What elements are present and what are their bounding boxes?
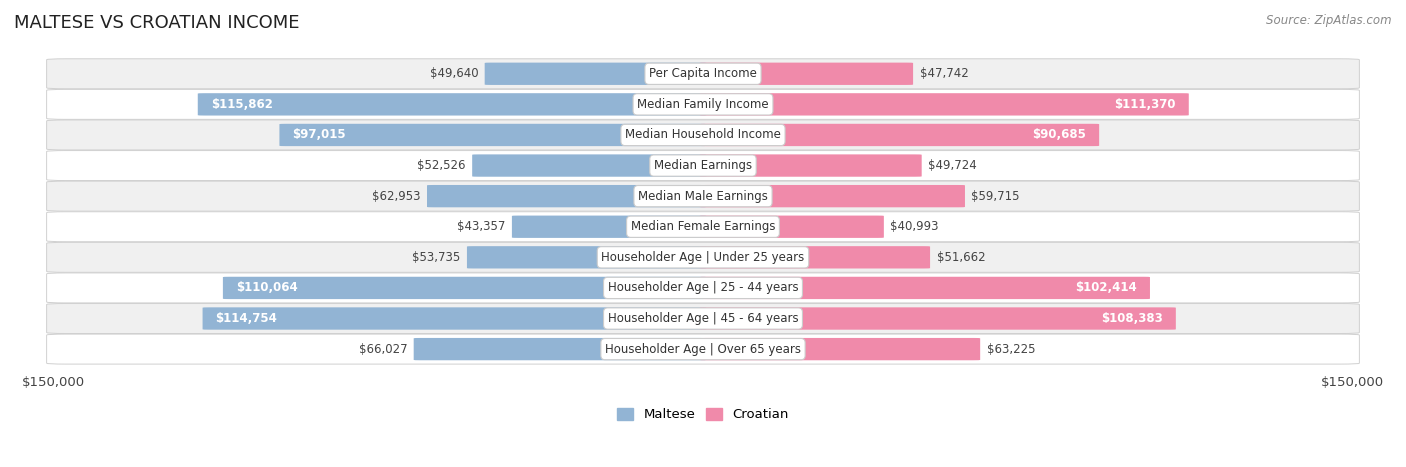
Text: Median Male Earnings: Median Male Earnings	[638, 190, 768, 203]
Text: $53,735: $53,735	[412, 251, 460, 264]
FancyBboxPatch shape	[46, 304, 1360, 333]
FancyBboxPatch shape	[472, 155, 706, 177]
FancyBboxPatch shape	[46, 89, 1360, 120]
FancyBboxPatch shape	[46, 334, 1360, 364]
Text: $108,383: $108,383	[1101, 312, 1163, 325]
Legend: Maltese, Croatian: Maltese, Croatian	[617, 408, 789, 421]
FancyBboxPatch shape	[46, 59, 1360, 89]
Text: Median Female Earnings: Median Female Earnings	[631, 220, 775, 233]
Text: Householder Age | 45 - 64 years: Householder Age | 45 - 64 years	[607, 312, 799, 325]
Text: Householder Age | Over 65 years: Householder Age | Over 65 years	[605, 343, 801, 355]
FancyBboxPatch shape	[485, 63, 706, 85]
Text: $102,414: $102,414	[1076, 282, 1137, 294]
Text: Median Household Income: Median Household Income	[626, 128, 780, 142]
FancyBboxPatch shape	[512, 216, 706, 238]
FancyBboxPatch shape	[700, 185, 965, 207]
Text: $90,685: $90,685	[1032, 128, 1087, 142]
FancyBboxPatch shape	[700, 277, 1150, 299]
FancyBboxPatch shape	[700, 124, 1099, 146]
FancyBboxPatch shape	[224, 277, 706, 299]
FancyBboxPatch shape	[46, 242, 1360, 272]
Text: $49,724: $49,724	[928, 159, 977, 172]
FancyBboxPatch shape	[700, 93, 1188, 115]
FancyBboxPatch shape	[413, 338, 706, 360]
Text: $66,027: $66,027	[359, 343, 408, 355]
Text: $114,754: $114,754	[215, 312, 277, 325]
FancyBboxPatch shape	[46, 273, 1360, 303]
FancyBboxPatch shape	[198, 93, 706, 115]
FancyBboxPatch shape	[700, 307, 1175, 330]
Text: Median Family Income: Median Family Income	[637, 98, 769, 111]
FancyBboxPatch shape	[202, 307, 706, 330]
Text: $59,715: $59,715	[972, 190, 1019, 203]
Text: Source: ZipAtlas.com: Source: ZipAtlas.com	[1267, 14, 1392, 27]
Text: $111,370: $111,370	[1115, 98, 1175, 111]
Text: $62,953: $62,953	[373, 190, 420, 203]
FancyBboxPatch shape	[46, 120, 1360, 150]
FancyBboxPatch shape	[700, 216, 884, 238]
FancyBboxPatch shape	[700, 338, 980, 360]
FancyBboxPatch shape	[467, 246, 706, 269]
Text: $97,015: $97,015	[292, 128, 346, 142]
Text: $49,640: $49,640	[430, 67, 478, 80]
FancyBboxPatch shape	[46, 181, 1360, 211]
Text: $51,662: $51,662	[936, 251, 986, 264]
Text: Householder Age | Under 25 years: Householder Age | Under 25 years	[602, 251, 804, 264]
FancyBboxPatch shape	[427, 185, 706, 207]
Text: Median Earnings: Median Earnings	[654, 159, 752, 172]
Text: MALTESE VS CROATIAN INCOME: MALTESE VS CROATIAN INCOME	[14, 14, 299, 32]
Text: $40,993: $40,993	[890, 220, 939, 233]
FancyBboxPatch shape	[700, 246, 931, 269]
FancyBboxPatch shape	[280, 124, 706, 146]
Text: $115,862: $115,862	[211, 98, 273, 111]
Text: Per Capita Income: Per Capita Income	[650, 67, 756, 80]
Text: $110,064: $110,064	[236, 282, 298, 294]
FancyBboxPatch shape	[46, 212, 1360, 242]
Text: Householder Age | 25 - 44 years: Householder Age | 25 - 44 years	[607, 282, 799, 294]
FancyBboxPatch shape	[46, 150, 1360, 181]
FancyBboxPatch shape	[700, 155, 922, 177]
Text: $52,526: $52,526	[418, 159, 465, 172]
FancyBboxPatch shape	[700, 63, 912, 85]
Text: $47,742: $47,742	[920, 67, 969, 80]
Text: $43,357: $43,357	[457, 220, 505, 233]
Text: $63,225: $63,225	[987, 343, 1035, 355]
